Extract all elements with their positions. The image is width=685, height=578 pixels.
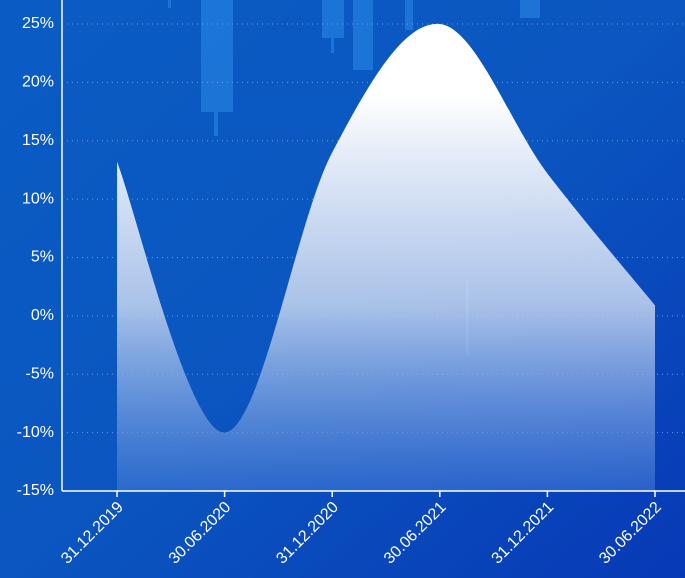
y-tick-label: -15% [17,482,54,499]
y-tick-label: 10% [22,190,54,207]
y-tick-label: 0% [31,307,54,324]
y-tick-label: -5% [26,365,54,382]
y-tick-label: 5% [31,249,54,266]
y-tick-label: 15% [22,132,54,149]
area [117,23,655,491]
y-tick-label: 25% [22,15,54,32]
y-tick-label: -10% [17,424,54,441]
y-tick-label: 20% [22,74,54,91]
